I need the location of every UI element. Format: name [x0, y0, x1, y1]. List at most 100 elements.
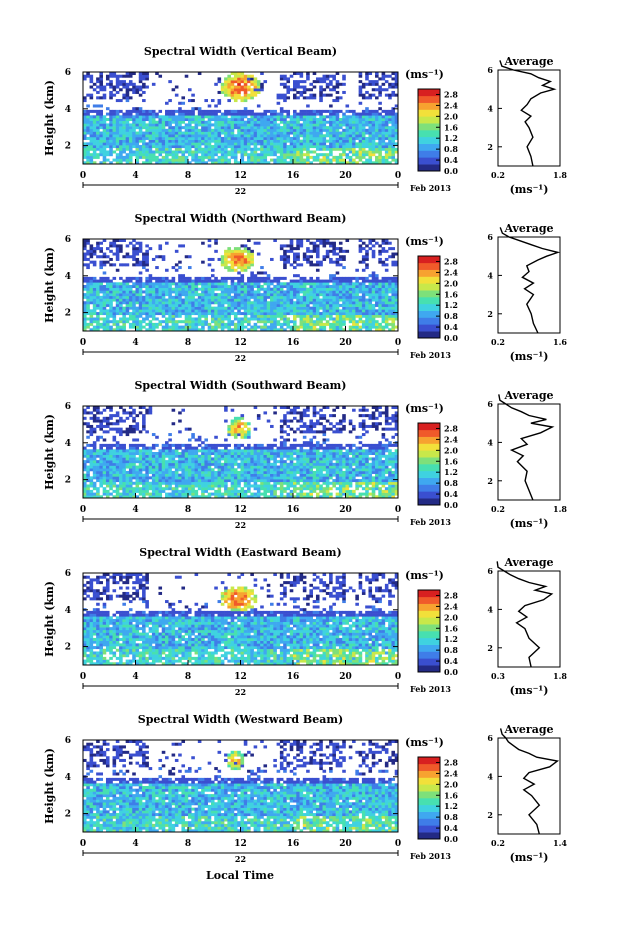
- heatmap-cell: [191, 495, 195, 499]
- heatmap-cell: [109, 320, 113, 324]
- heatmap-cell: [188, 147, 192, 151]
- heatmap-cell: [355, 118, 359, 122]
- heatmap-cell: [132, 247, 136, 251]
- heatmap-cell: [233, 74, 238, 78]
- heatmap-cell: [214, 484, 218, 488]
- heatmap-cell: [309, 279, 313, 283]
- heatmap-cell: [197, 145, 202, 149]
- heatmap-cell: [233, 77, 238, 81]
- heatmap-cell: [174, 479, 179, 483]
- heatmap-cell: [178, 285, 182, 289]
- heatmap-cell: [250, 257, 254, 261]
- heatmap-cell: [197, 293, 202, 297]
- heatmap-cell: [243, 107, 248, 111]
- heatmap-cell: [332, 287, 336, 291]
- heatmap-cell: [276, 320, 281, 324]
- heatmap-cell: [148, 274, 153, 278]
- heatmap-cell: [329, 118, 333, 122]
- heatmap-cell: [207, 104, 212, 108]
- heatmap-cell: [119, 136, 123, 140]
- heatmap-cell: [342, 492, 346, 496]
- heatmap-cell: [210, 112, 215, 116]
- heatmap-cell: [165, 492, 169, 496]
- heatmap-cell: [322, 74, 327, 78]
- heatmap-cell: [293, 126, 297, 130]
- heatmap-cell: [151, 287, 156, 291]
- heatmap-cell: [96, 77, 100, 81]
- heatmap-cell: [115, 257, 120, 261]
- heatmap-cell: [352, 489, 356, 493]
- heatmap-cell: [293, 266, 297, 270]
- heatmap-cell: [276, 290, 281, 294]
- heatmap-cell: [378, 155, 382, 159]
- heatmap-cell: [240, 126, 245, 130]
- heatmap-cell: [181, 150, 186, 154]
- heatmap-cell: [266, 290, 271, 294]
- heatmap-cell: [109, 263, 113, 267]
- heatmap-cell: [105, 131, 110, 135]
- heatmap-cell: [391, 252, 396, 256]
- heatmap-cell: [342, 312, 346, 316]
- heatmap-cell: [89, 287, 94, 291]
- heatmap-cell: [286, 249, 291, 253]
- heatmap-cell: [92, 492, 97, 496]
- x-tick-label: 20: [339, 338, 352, 348]
- heatmap-cell: [306, 260, 310, 264]
- heatmap-cell: [293, 287, 297, 291]
- heatmap-cell: [361, 112, 366, 116]
- heatmap-cell: [335, 161, 340, 165]
- heatmap-cell: [89, 142, 94, 146]
- heatmap-cell: [243, 290, 248, 294]
- heatmap-cell: [325, 155, 330, 159]
- heatmap-cell: [283, 301, 287, 305]
- heatmap-cell: [335, 479, 340, 483]
- heatmap-cell: [263, 495, 268, 499]
- heatmap-cell: [319, 93, 323, 97]
- heatmap-cell: [266, 314, 271, 318]
- heatmap-cell: [204, 306, 208, 310]
- heatmap-cell: [384, 492, 389, 496]
- heatmap-cell: [381, 158, 386, 162]
- heatmap-cell: [384, 325, 389, 329]
- heatmap-cell: [319, 239, 323, 243]
- heatmap-cell: [338, 320, 343, 324]
- heatmap-cell: [283, 266, 287, 270]
- heatmap-cell: [394, 293, 399, 297]
- heatmap-cell: [135, 85, 140, 89]
- heatmap-cell: [237, 298, 241, 302]
- heatmap-cell: [145, 147, 149, 151]
- heatmap-cell: [158, 150, 163, 154]
- heatmap-cell: [204, 320, 208, 324]
- heatmap-cell: [286, 257, 291, 261]
- heatmap-cell: [96, 244, 100, 248]
- heatmap-cell: [247, 276, 251, 280]
- heatmap-cell: [253, 85, 258, 89]
- heatmap-cell: [237, 317, 241, 321]
- heatmap-cell: [378, 88, 382, 92]
- heatmap-cell: [115, 320, 120, 324]
- heatmap-cell: [365, 285, 369, 289]
- heatmap-cell: [358, 312, 363, 316]
- heatmap-cell: [388, 279, 392, 283]
- heatmap-cell: [125, 487, 130, 491]
- heatmap-cell: [371, 249, 376, 253]
- heatmap-cell: [306, 495, 310, 499]
- heatmap-cell: [368, 139, 373, 143]
- heatmap-cell: [253, 314, 258, 318]
- heatmap-cell: [109, 325, 113, 329]
- heatmap-cell: [338, 285, 343, 289]
- heatmap-cell: [243, 298, 248, 302]
- heatmap-cell: [148, 298, 153, 302]
- heatmap-cell: [302, 282, 307, 286]
- colorbar-tick-label: 0.8: [444, 144, 458, 154]
- heatmap-cell: [256, 104, 261, 108]
- heatmap-cell: [371, 282, 376, 286]
- heatmap-cell: [214, 314, 218, 318]
- heatmap-cell: [384, 153, 389, 157]
- heatmap-cell: [253, 295, 258, 299]
- heatmap-cell: [135, 241, 140, 245]
- heatmap-cell: [224, 314, 228, 318]
- heatmap-cell: [309, 317, 313, 321]
- heatmap-cell: [151, 158, 156, 162]
- heatmap-cell: [233, 142, 238, 146]
